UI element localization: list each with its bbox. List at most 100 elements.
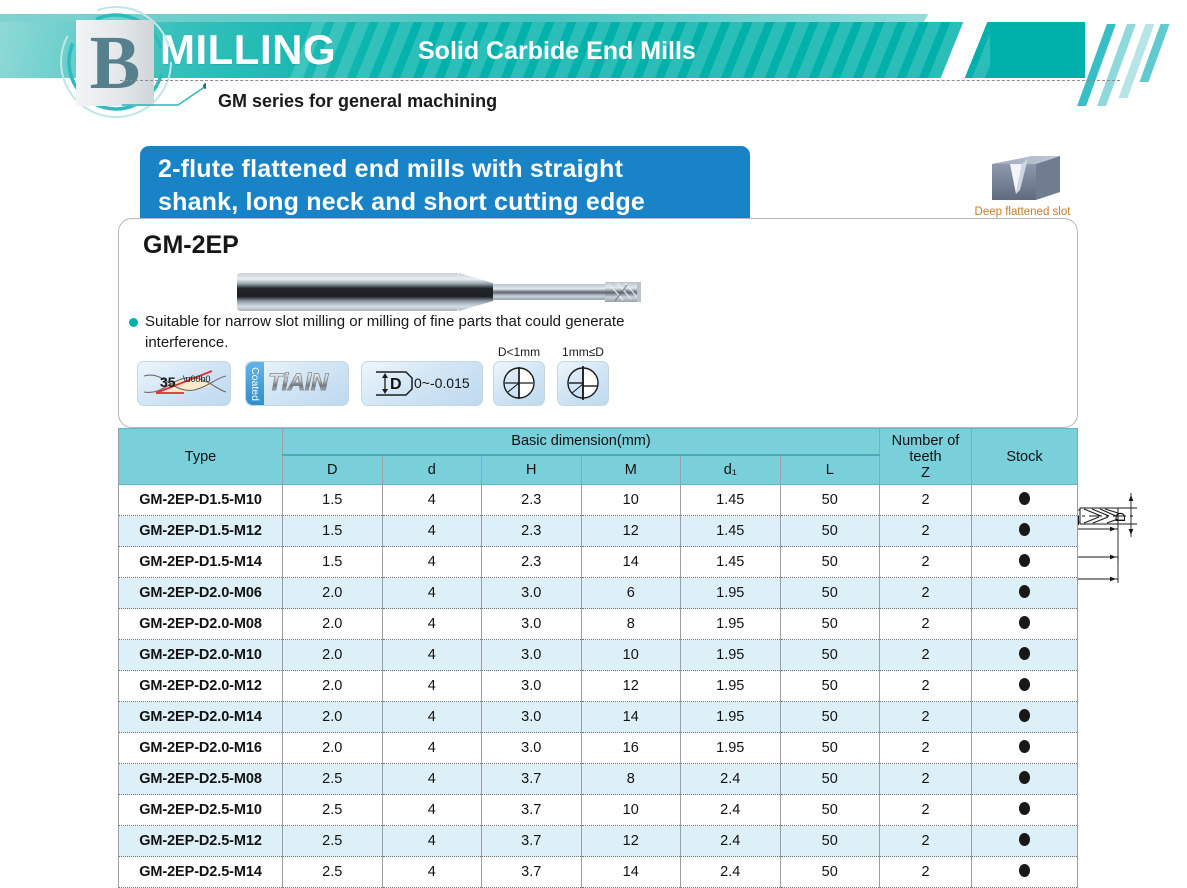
cell-Z: 2 <box>879 670 972 702</box>
cell-H: 3.7 <box>481 763 582 795</box>
cell-d1: 1.95 <box>680 608 781 640</box>
svg-text:35: 35 <box>160 374 176 390</box>
cell-H: 3.0 <box>481 608 582 640</box>
stock-available-icon <box>1019 491 1030 505</box>
cell-d1: 2.4 <box>680 763 781 795</box>
cell-type: GM-2EP-D2.0-M14 <box>118 701 283 733</box>
cell-d1: 1.45 <box>680 515 781 547</box>
cell-Z: 2 <box>879 701 972 733</box>
cell-M: 10 <box>580 639 681 671</box>
cell-d: 4 <box>381 856 482 888</box>
cell-M: 14 <box>580 546 681 578</box>
cell-H: 3.7 <box>481 856 582 888</box>
teeth-label-line-2: teeth <box>909 448 942 465</box>
cell-type: GM-2EP-D2.5-M12 <box>118 825 283 857</box>
cell-H: 2.3 <box>481 515 582 547</box>
cell-Z: 2 <box>879 639 972 671</box>
cell-L: 50 <box>779 732 880 764</box>
cell-M: 14 <box>580 856 681 888</box>
cell-L: 50 <box>779 577 880 609</box>
table-row[interactable]: GM-2EP-D2.5-M10 2.5 4 3.7 10 2.4 50 2 <box>118 794 1078 826</box>
cell-type: GM-2EP-D2.0-M16 <box>118 732 283 764</box>
page-header: MILLING Solid Carbide End Mills B GM ser… <box>0 0 1187 130</box>
table-row[interactable]: GM-2EP-D2.0-M12 2.0 4 3.0 12 1.95 50 2 <box>118 670 1078 702</box>
badge-helix-angle[interactable]: 35 \u00b0 <box>137 361 231 406</box>
badge-coating[interactable]: Coated TiAlN <box>245 361 349 406</box>
cell-d1: 1.95 <box>680 670 781 702</box>
tolerance-value: 0~-0.015 <box>414 375 470 391</box>
cell-type: GM-2EP-D1.5-M14 <box>118 546 283 578</box>
cell-type: GM-2EP-D2.0-M06 <box>118 577 283 609</box>
cell-L: 50 <box>779 608 880 640</box>
col-header-M: M <box>580 454 681 485</box>
table-row[interactable]: GM-2EP-D1.5-M12 1.5 4 2.3 12 1.45 50 2 <box>118 515 1078 547</box>
table-row[interactable]: GM-2EP-D2.0-M08 2.0 4 3.0 8 1.95 50 2 <box>118 608 1078 640</box>
banner-right-fill <box>990 22 1085 78</box>
table-row[interactable]: GM-2EP-D2.5-M14 2.5 4 3.7 14 2.4 50 2 <box>118 856 1078 888</box>
cell-stock <box>971 546 1078 578</box>
cell-L: 50 <box>779 639 880 671</box>
header-corner-stripes <box>1077 24 1186 106</box>
cell-type: GM-2EP-D2.0-M10 <box>118 639 283 671</box>
product-title-line-2: shank, long neck and short cutting edge <box>158 188 646 216</box>
table-row[interactable]: GM-2EP-D2.0-M16 2.0 4 3.0 16 1.95 50 2 <box>118 732 1078 764</box>
cell-M: 8 <box>580 608 681 640</box>
table-row[interactable]: GM-2EP-D2.0-M06 2.0 4 3.0 6 1.95 50 2 <box>118 577 1078 609</box>
cell-stock <box>971 732 1078 764</box>
col-header-d: d <box>381 454 482 485</box>
coated-label: Coated <box>249 366 261 401</box>
cell-type: GM-2EP-D1.5-M12 <box>118 515 283 547</box>
svg-text:\u00b0: \u00b0 <box>183 374 211 384</box>
coating-name: TiAlN <box>268 369 329 397</box>
cell-H: 2.3 <box>481 484 582 516</box>
cell-d: 4 <box>381 608 482 640</box>
cell-M: 6 <box>580 577 681 609</box>
table-row[interactable]: GM-2EP-D2.5-M12 2.5 4 3.7 12 2.4 50 2 <box>118 825 1078 857</box>
cell-d1: 2.4 <box>680 825 781 857</box>
logo-letter-b: B <box>76 20 154 106</box>
cell-Z: 2 <box>879 608 972 640</box>
col-header-D: D <box>282 454 383 485</box>
cell-stock <box>971 515 1078 547</box>
application-icon-group: Deep flattened slot <box>930 150 1120 228</box>
table-row[interactable]: GM-2EP-D2.0-M10 2.0 4 3.0 10 1.95 50 2 <box>118 639 1078 671</box>
col-header-d1: d₁ <box>680 454 781 485</box>
cell-M: 12 <box>580 515 681 547</box>
cell-stock <box>971 763 1078 795</box>
badge-end-face-large[interactable]: 1mm≤D <box>557 345 609 406</box>
table-row[interactable]: GM-2EP-D1.5-M10 1.5 4 2.3 10 1.45 50 2 <box>118 484 1078 516</box>
end-face-small-icon <box>503 367 535 399</box>
series-leader-line <box>122 83 206 106</box>
cell-d: 4 <box>381 546 482 578</box>
table-row[interactable]: GM-2EP-D1.5-M14 1.5 4 2.3 14 1.45 50 2 <box>118 546 1078 578</box>
product-bullet-text: Suitable for narrow slot milling or mill… <box>145 313 625 351</box>
diameter-tolerance-icon: D <box>376 371 413 396</box>
col-header-stock: Stock <box>971 428 1078 485</box>
cell-D: 2.0 <box>282 577 383 609</box>
stock-available-icon <box>1019 801 1030 815</box>
cell-Z: 2 <box>879 546 972 578</box>
table-row[interactable]: GM-2EP-D2.0-M14 2.0 4 3.0 14 1.95 50 2 <box>118 701 1078 733</box>
badge-end-face-small[interactable]: D<1mm <box>493 345 545 406</box>
teeth-label-line-1: Number of <box>891 432 960 449</box>
cell-L: 50 <box>779 794 880 826</box>
cell-d: 4 <box>381 515 482 547</box>
cell-d: 4 <box>381 825 482 857</box>
product-info-panel: GM-2EP <box>118 218 1137 583</box>
cell-M: 10 <box>580 484 681 516</box>
cell-L: 50 <box>779 515 880 547</box>
table-header: Type Basic dimension(mm) Number of teeth… <box>118 428 1078 485</box>
cell-D: 2.0 <box>282 608 383 640</box>
stock-available-icon <box>1019 522 1030 536</box>
cell-stock <box>971 608 1078 640</box>
product-photo <box>237 273 641 311</box>
cell-stock <box>971 825 1078 857</box>
table-row[interactable]: GM-2EP-D2.5-M08 2.5 4 3.7 8 2.4 50 2 <box>118 763 1078 795</box>
cell-type: GM-2EP-D1.5-M10 <box>118 484 283 516</box>
cell-Z: 2 <box>879 794 972 826</box>
cell-D: 2.5 <box>282 825 383 857</box>
badge-diameter-tolerance[interactable]: D 0~-0.015 <box>361 361 483 406</box>
cell-D: 2.0 <box>282 701 383 733</box>
category-banner <box>0 22 1000 78</box>
cell-L: 50 <box>779 701 880 733</box>
